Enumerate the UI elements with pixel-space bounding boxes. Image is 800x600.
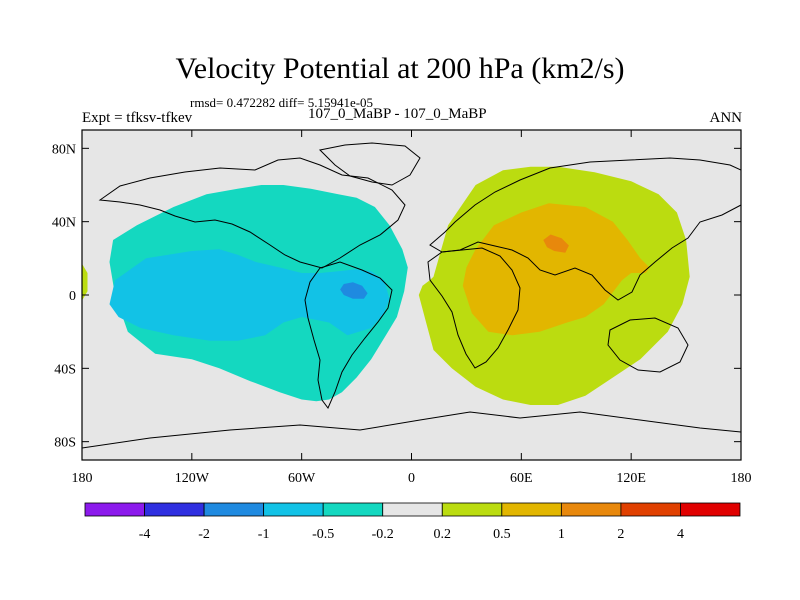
colorbar-label: -2 — [198, 527, 210, 542]
stats-line: rmsd= 0.472282 diff= 5.15941e-05 — [190, 95, 374, 110]
x-tick-label: 180 — [72, 471, 93, 486]
x-tick-label: 120E — [616, 471, 646, 486]
x-tick-label: 60W — [288, 471, 316, 486]
x-tick-label: 60E — [510, 471, 533, 486]
colorbar-box — [203, 502, 265, 517]
colorbar-label: -0.2 — [372, 527, 394, 542]
y-tick-label: 0 — [69, 289, 76, 304]
colorbar-label: 0.5 — [493, 527, 511, 542]
period-label: 107_0_MaBP - 107_0_MaBP — [308, 106, 487, 122]
colorbar-label: 2 — [617, 527, 624, 542]
colorbar-label: -0.5 — [312, 527, 334, 542]
colorbar-box — [382, 502, 443, 517]
colorbar-label: 1 — [558, 527, 565, 542]
y-tick-label: 40N — [52, 216, 76, 231]
eastern-yellow-green-region-wrap — [82, 263, 88, 301]
coastline-eurasia — [429, 157, 741, 301]
x-tick-label: 0 — [408, 471, 415, 486]
western-blue-region — [109, 249, 390, 341]
colorbar-box — [84, 502, 145, 517]
colorbar-box — [501, 502, 562, 517]
chart-title: Velocity Potential at 200 hPa (km2/s) — [175, 52, 625, 85]
eastern-dark-orange-region — [543, 234, 569, 253]
experiment-label: Expt = tfksv-tfkev — [82, 110, 193, 126]
colorbar-box — [620, 502, 681, 517]
coastline-antarctica — [82, 411, 741, 449]
western-dark-blue-region — [340, 282, 368, 299]
coastline-north-america — [98, 157, 406, 269]
coastline-south-america — [304, 261, 393, 409]
colorbar-label: 0.2 — [434, 527, 452, 542]
season-label: ANN — [709, 110, 743, 126]
x-tick-label: 180 — [731, 471, 752, 486]
colorbar-label: 4 — [677, 527, 684, 542]
coastline-greenland — [318, 142, 421, 186]
x-tick-label: 120W — [175, 471, 210, 486]
colorbar-box — [144, 502, 205, 517]
colorbar-box — [441, 502, 503, 517]
colorbar-label: -4 — [139, 527, 151, 542]
y-tick-label: 80N — [52, 142, 76, 157]
coastline-africa — [427, 247, 521, 369]
colorbar-label: -1 — [258, 527, 270, 542]
y-tick-label: 80S — [54, 436, 76, 451]
colorbar-box — [263, 502, 324, 517]
colorbar-box — [560, 502, 622, 517]
y-tick-label: 40S — [54, 362, 76, 377]
colorbar-box — [322, 502, 384, 517]
eastern-orange-region — [462, 203, 650, 336]
coastline-australia — [607, 317, 689, 373]
colorbar-box — [680, 502, 741, 517]
